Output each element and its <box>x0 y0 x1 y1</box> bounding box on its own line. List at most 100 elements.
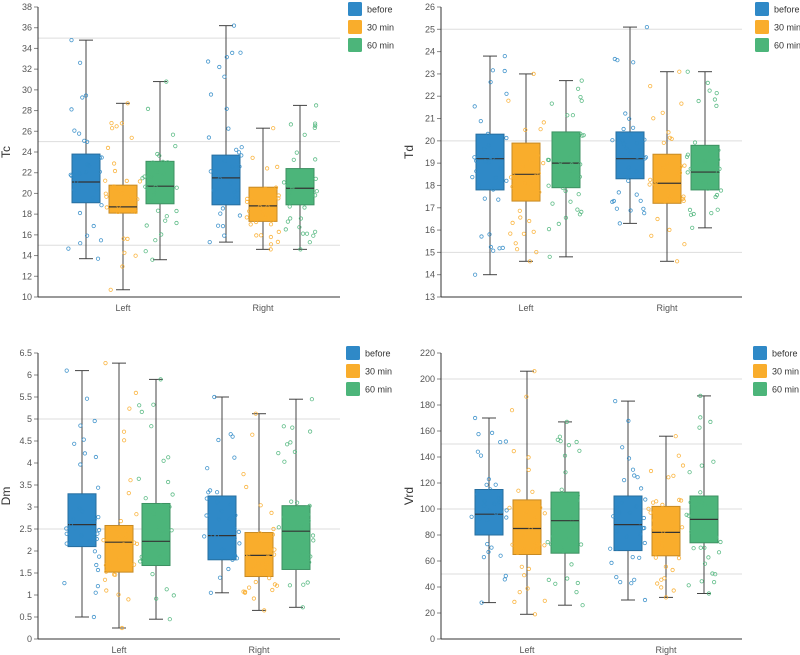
data-point <box>276 229 281 234</box>
y-tick-label: 4 <box>27 458 32 468</box>
data-point <box>698 490 703 495</box>
data-point <box>542 543 547 548</box>
data-point <box>215 490 220 495</box>
data-point <box>609 560 614 566</box>
data-point <box>281 424 286 429</box>
data-point <box>525 586 530 591</box>
box-60-min-right <box>281 103 319 252</box>
data-point <box>159 518 164 523</box>
box-30-min-right <box>244 126 281 252</box>
data-point <box>107 527 113 532</box>
data-point <box>648 468 654 474</box>
box-body <box>613 495 643 552</box>
data-point <box>634 169 639 174</box>
data-point <box>533 174 538 179</box>
data-point <box>488 487 493 492</box>
data-point <box>309 397 314 402</box>
data-point <box>678 165 683 170</box>
data-point <box>638 486 644 491</box>
data-point <box>564 419 570 424</box>
data-point <box>294 150 299 155</box>
x-category-label: Left <box>519 645 535 655</box>
data-point <box>166 455 171 460</box>
data-point <box>62 580 67 586</box>
legend-swatch-60-min <box>753 382 767 396</box>
legend-label-before: before <box>774 5 800 15</box>
data-point <box>114 124 119 129</box>
data-point <box>287 190 292 195</box>
data-point <box>95 583 101 589</box>
y-tick-label: 25 <box>425 24 435 34</box>
data-point <box>150 160 155 165</box>
data-point <box>81 437 86 442</box>
data-point <box>114 526 120 531</box>
data-point <box>511 173 516 178</box>
data-point <box>487 232 492 237</box>
y-tick-label: 0 <box>27 634 32 644</box>
data-point <box>661 529 666 534</box>
data-point <box>312 121 318 126</box>
legend-swatch-60-min <box>755 38 769 52</box>
y-tick-label: 20 <box>425 608 435 618</box>
data-point <box>659 585 664 590</box>
data-point <box>290 186 295 191</box>
data-point <box>631 60 636 65</box>
data-point <box>507 505 512 510</box>
data-point <box>620 445 625 450</box>
data-point <box>488 244 493 250</box>
data-point <box>276 196 281 201</box>
data-point <box>663 564 669 569</box>
data-point <box>709 211 714 216</box>
data-point <box>251 566 256 571</box>
data-point <box>538 127 543 132</box>
data-point <box>233 195 238 200</box>
data-point <box>615 505 620 510</box>
data-point <box>143 496 148 501</box>
data-point <box>621 126 626 132</box>
data-point <box>261 212 266 217</box>
data-point <box>702 502 707 507</box>
data-point <box>490 156 495 161</box>
data-point <box>231 543 236 548</box>
data-point <box>126 490 131 496</box>
data-point <box>526 566 532 572</box>
data-point <box>257 204 262 209</box>
data-point <box>481 503 487 508</box>
data-point <box>69 37 74 43</box>
data-point <box>713 572 718 577</box>
data-point <box>712 97 718 102</box>
data-point <box>271 126 276 131</box>
data-point <box>129 208 134 213</box>
data-point <box>116 204 121 209</box>
data-point <box>576 192 581 197</box>
data-point <box>268 222 274 227</box>
data-point <box>522 573 527 578</box>
data-point <box>312 193 318 198</box>
data-point <box>642 597 648 603</box>
box-60-min-left <box>136 377 176 622</box>
data-point <box>516 488 521 493</box>
data-point <box>611 514 616 519</box>
data-point <box>294 500 300 505</box>
data-point <box>233 513 238 518</box>
data-point <box>712 536 717 541</box>
data-point <box>149 198 154 203</box>
data-point <box>121 542 126 547</box>
data-point <box>490 68 495 73</box>
data-point <box>291 199 296 204</box>
y-tick-label: 18 <box>425 180 435 190</box>
data-point <box>554 151 559 156</box>
y-tick-label: 24 <box>22 147 32 157</box>
box-60-min-right <box>684 393 723 596</box>
data-point <box>621 477 627 483</box>
data-point <box>560 185 565 190</box>
y-axis-label: Dm <box>0 487 13 506</box>
data-point <box>517 589 522 595</box>
data-point <box>710 571 715 576</box>
data-point <box>227 516 232 521</box>
data-point <box>224 54 229 60</box>
y-tick-label: 6.5 <box>19 348 32 358</box>
data-point <box>635 154 640 159</box>
data-point <box>536 542 542 547</box>
data-point <box>127 406 132 411</box>
